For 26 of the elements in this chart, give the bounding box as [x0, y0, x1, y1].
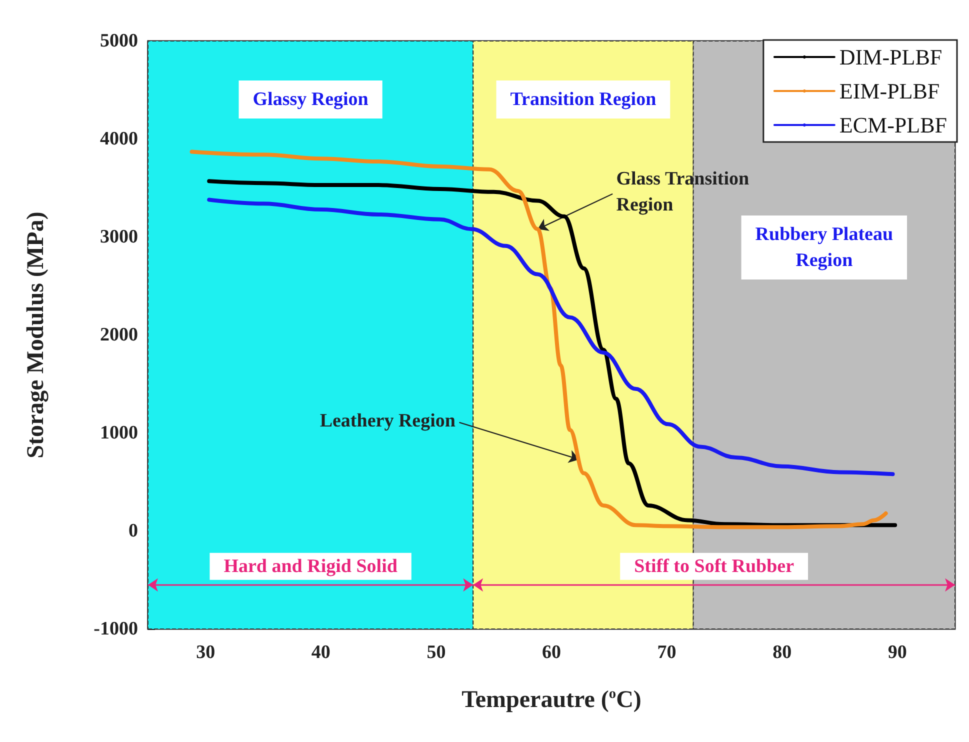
annotation: Glass Transition Region: [616, 168, 750, 216]
band-label: Rubbery Plateau Region: [755, 224, 894, 271]
band-label: Transition Region: [510, 89, 657, 110]
band-label: Glassy Region: [252, 89, 369, 110]
x-tick-label: 60: [542, 642, 561, 663]
line-series: [207, 198, 895, 476]
annotation: Hard and Rigid Solid: [224, 556, 398, 577]
y-tick-label: 1000: [100, 422, 138, 444]
y-tick-label: 4000: [100, 128, 138, 150]
y-axis-title: Storage Modulus (MPa): [23, 212, 49, 458]
y-tick-label: 0: [128, 520, 138, 542]
annotation: Stiff to Soft Rubber: [634, 556, 795, 577]
y-tick-label: 2000: [100, 324, 138, 346]
y-tick-label: -1000: [94, 618, 138, 640]
legend-label: EIM-PLBF: [839, 78, 940, 104]
x-tick-label: 70: [657, 642, 676, 663]
legend-label: ECM-PLBF: [839, 112, 948, 138]
x-tick-label: 30: [196, 642, 216, 663]
y-tick-label: 3000: [100, 226, 138, 248]
x-tick-label: 80: [772, 642, 792, 663]
x-tick-label: 40: [311, 642, 330, 663]
legend-label: DIM-PLBF: [839, 44, 942, 70]
y-tick-label: 5000: [100, 30, 138, 52]
x-tick-label: 90: [888, 642, 907, 663]
annotation: Leathery Region: [320, 410, 456, 432]
x-tick-label: 50: [426, 642, 446, 663]
